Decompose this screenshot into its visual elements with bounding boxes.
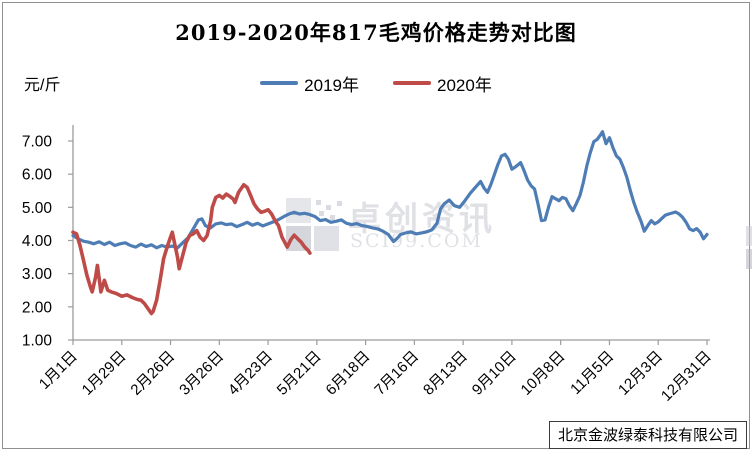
y-axis-unit-label: 元/斤 — [24, 77, 61, 94]
legend-label-2020: 2020年 — [437, 75, 492, 95]
legend-item-2019: 2019年 — [260, 71, 359, 96]
y-tick-label: 6.00 — [22, 167, 53, 184]
y-tick-label: 2.00 — [22, 299, 53, 316]
company-name-box: 北京金波绿泰科技有限公司 — [548, 421, 747, 449]
x-tick-label: 10月8日 — [518, 348, 569, 399]
y-tick-label: 7.00 — [22, 134, 53, 151]
legend: 2019年 2020年 — [0, 71, 752, 96]
x-tick-label: 1月29日 — [79, 348, 130, 399]
x-tick-label: 8月13日 — [420, 348, 471, 399]
y-tick-label: 5.00 — [22, 200, 53, 217]
y-tick-label: 1.00 — [22, 333, 53, 350]
chart-title: 2019-2020年817毛鸡价格走势对比图 — [175, 20, 577, 45]
watermark-site: SCI99.COM — [350, 230, 483, 252]
x-tick-label: 12月31日 — [658, 348, 715, 405]
x-tick-label: 3月26日 — [176, 348, 227, 399]
legend-item-2020: 2020年 — [393, 71, 492, 96]
legend-label-2019: 2019年 — [304, 75, 359, 95]
legend-swatch-2020 — [393, 81, 431, 85]
x-tick-label: 1月1日 — [36, 348, 81, 393]
sci99-watermark-partial — [745, 226, 752, 270]
x-tick-label: 7月16日 — [371, 348, 422, 399]
x-tick-label: 9月10日 — [469, 348, 520, 399]
x-tick-label: 4月23日 — [225, 348, 276, 399]
series-line-2020 — [71, 183, 312, 316]
y-tick-label: 3.00 — [22, 266, 53, 283]
x-tick-label: 2月26日 — [127, 348, 178, 399]
y-tick-label: 4.00 — [22, 233, 53, 250]
series-line-2019 — [71, 130, 709, 250]
watermark-name: 卓创资讯 — [348, 200, 496, 237]
x-tick-label: 11月5日 — [567, 348, 617, 398]
x-tick-label: 6月18日 — [323, 348, 374, 399]
x-tick-label: 5月21日 — [274, 348, 325, 399]
legend-swatch-2019 — [260, 81, 299, 85]
